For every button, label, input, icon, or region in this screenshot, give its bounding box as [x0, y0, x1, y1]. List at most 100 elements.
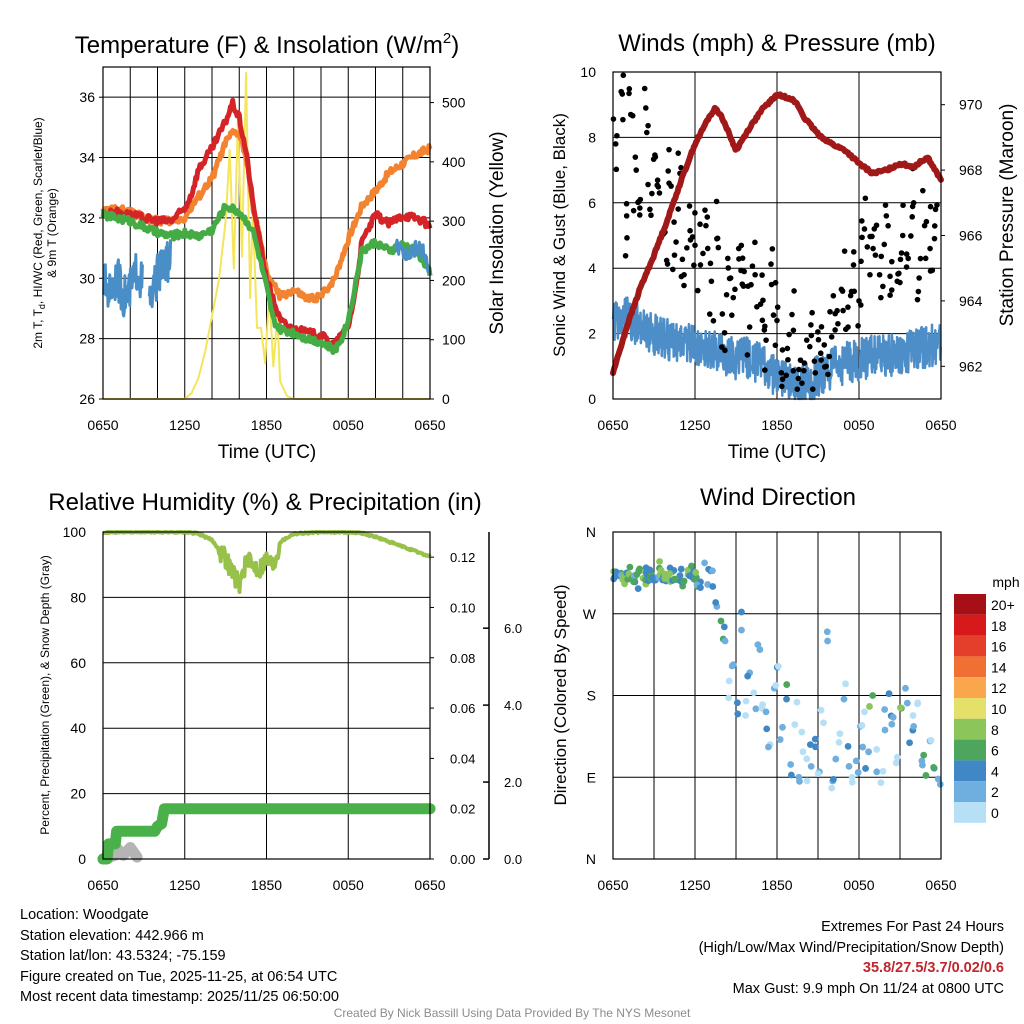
direction-point — [803, 777, 811, 785]
temperature-ytick-label: 30 — [79, 270, 95, 286]
gust-point — [746, 324, 753, 330]
direction-point — [848, 778, 856, 786]
gust-point — [847, 292, 854, 299]
gust-point — [908, 233, 914, 239]
temperature-ytick-label: 34 — [79, 150, 95, 166]
gust-point — [759, 317, 766, 324]
gust-point — [654, 177, 661, 184]
gust-point — [670, 266, 676, 273]
gust-point — [692, 210, 698, 216]
gust-point — [848, 288, 855, 295]
direction-xtick-label: 1850 — [761, 877, 792, 893]
gust-point — [723, 291, 730, 298]
gust-point — [779, 347, 786, 353]
gust-point — [730, 294, 737, 301]
wind-chill-line — [394, 238, 431, 275]
direction-point — [832, 755, 840, 763]
pressure-ytick-label: 962 — [959, 358, 983, 374]
temperature-ytick-label: 32 — [79, 210, 95, 226]
speed-legend-swatch — [954, 677, 986, 698]
gust-point — [620, 72, 627, 79]
gust-point — [808, 322, 814, 328]
direction-point — [762, 708, 770, 716]
direction-point — [906, 739, 913, 747]
gust-point — [643, 105, 649, 111]
station-info: Location: Woodgate Station elevation: 44… — [20, 905, 339, 1008]
gust-point — [671, 252, 678, 258]
speed-legend-label: 12 — [991, 680, 1007, 696]
speed-legend-label: 0 — [991, 805, 999, 821]
gust-point — [909, 214, 916, 220]
gust-point — [745, 283, 751, 290]
gust-point — [795, 375, 802, 382]
direction-point — [704, 581, 712, 588]
direction-point — [610, 575, 618, 583]
gust-point — [830, 292, 837, 299]
direction-point — [842, 680, 849, 688]
speed-legend-label: 18 — [991, 618, 1007, 634]
direction-point — [634, 585, 642, 593]
gust-point — [762, 367, 768, 373]
direction-point — [820, 719, 827, 727]
direction-point — [873, 768, 881, 776]
gust-point — [917, 255, 924, 262]
temperature-xtick-label: 0050 — [333, 417, 364, 433]
speed-legend-swatch — [954, 594, 986, 615]
insolation-ytick-label: 0 — [442, 391, 450, 407]
direction-point — [796, 777, 803, 785]
gust-point — [832, 310, 839, 317]
precip-ytick-label: 0.04 — [450, 751, 475, 766]
winds-xtick-label: 1850 — [761, 417, 792, 433]
speed-legend-label: 14 — [991, 659, 1007, 675]
gust-point — [675, 206, 682, 212]
gust-point — [692, 242, 698, 249]
direction-point — [828, 784, 836, 792]
direction-point — [733, 699, 741, 707]
temperature-xtick-label: 1850 — [251, 417, 282, 433]
direction-point — [852, 757, 860, 765]
direction-point — [879, 767, 887, 775]
temperature-xtick-label: 0650 — [87, 417, 118, 433]
gust-point — [779, 376, 786, 382]
direction-point — [881, 706, 889, 713]
gust-point — [613, 166, 620, 173]
gust-point — [778, 383, 785, 390]
direction-point — [738, 626, 745, 634]
gust-point — [876, 271, 883, 278]
gust-point — [899, 232, 906, 239]
gust-point — [650, 156, 657, 163]
wind-chill-line — [147, 239, 173, 309]
pressure-ytick-label: 964 — [959, 293, 983, 309]
gust-point — [821, 364, 828, 370]
gust-point — [903, 264, 910, 270]
gust-point — [684, 245, 690, 251]
direction-point — [865, 748, 872, 756]
gust-point — [673, 239, 679, 245]
gust-point — [922, 255, 929, 262]
direction-ytick-label: S — [587, 688, 596, 704]
gust-point — [818, 324, 825, 330]
gust-point — [784, 345, 791, 352]
direction-xtick-label: 0650 — [925, 877, 956, 893]
direction-point — [803, 755, 811, 763]
direction-point — [866, 703, 873, 710]
gust-point — [828, 334, 835, 340]
created-text: Figure created on Tue, 2025-11-25, at 06… — [20, 968, 338, 985]
gust-point — [704, 214, 711, 220]
snow-ytick-label: 6.0 — [504, 621, 522, 636]
direction-point — [791, 721, 799, 728]
direction-point — [814, 770, 822, 778]
gust-point — [710, 318, 717, 324]
wind-chill-line — [102, 253, 144, 318]
gust-point — [694, 287, 701, 294]
gust-point — [703, 222, 709, 229]
precip-ytick-label: 0.08 — [450, 651, 475, 666]
direction-ytick-label: N — [586, 851, 596, 867]
direction-point — [888, 720, 896, 728]
speed-legend-swatch — [954, 614, 986, 636]
gust-point — [632, 154, 639, 160]
direction-point — [656, 558, 663, 565]
direction-point — [840, 695, 848, 703]
direction-point — [763, 725, 771, 733]
direction-point — [930, 763, 937, 771]
